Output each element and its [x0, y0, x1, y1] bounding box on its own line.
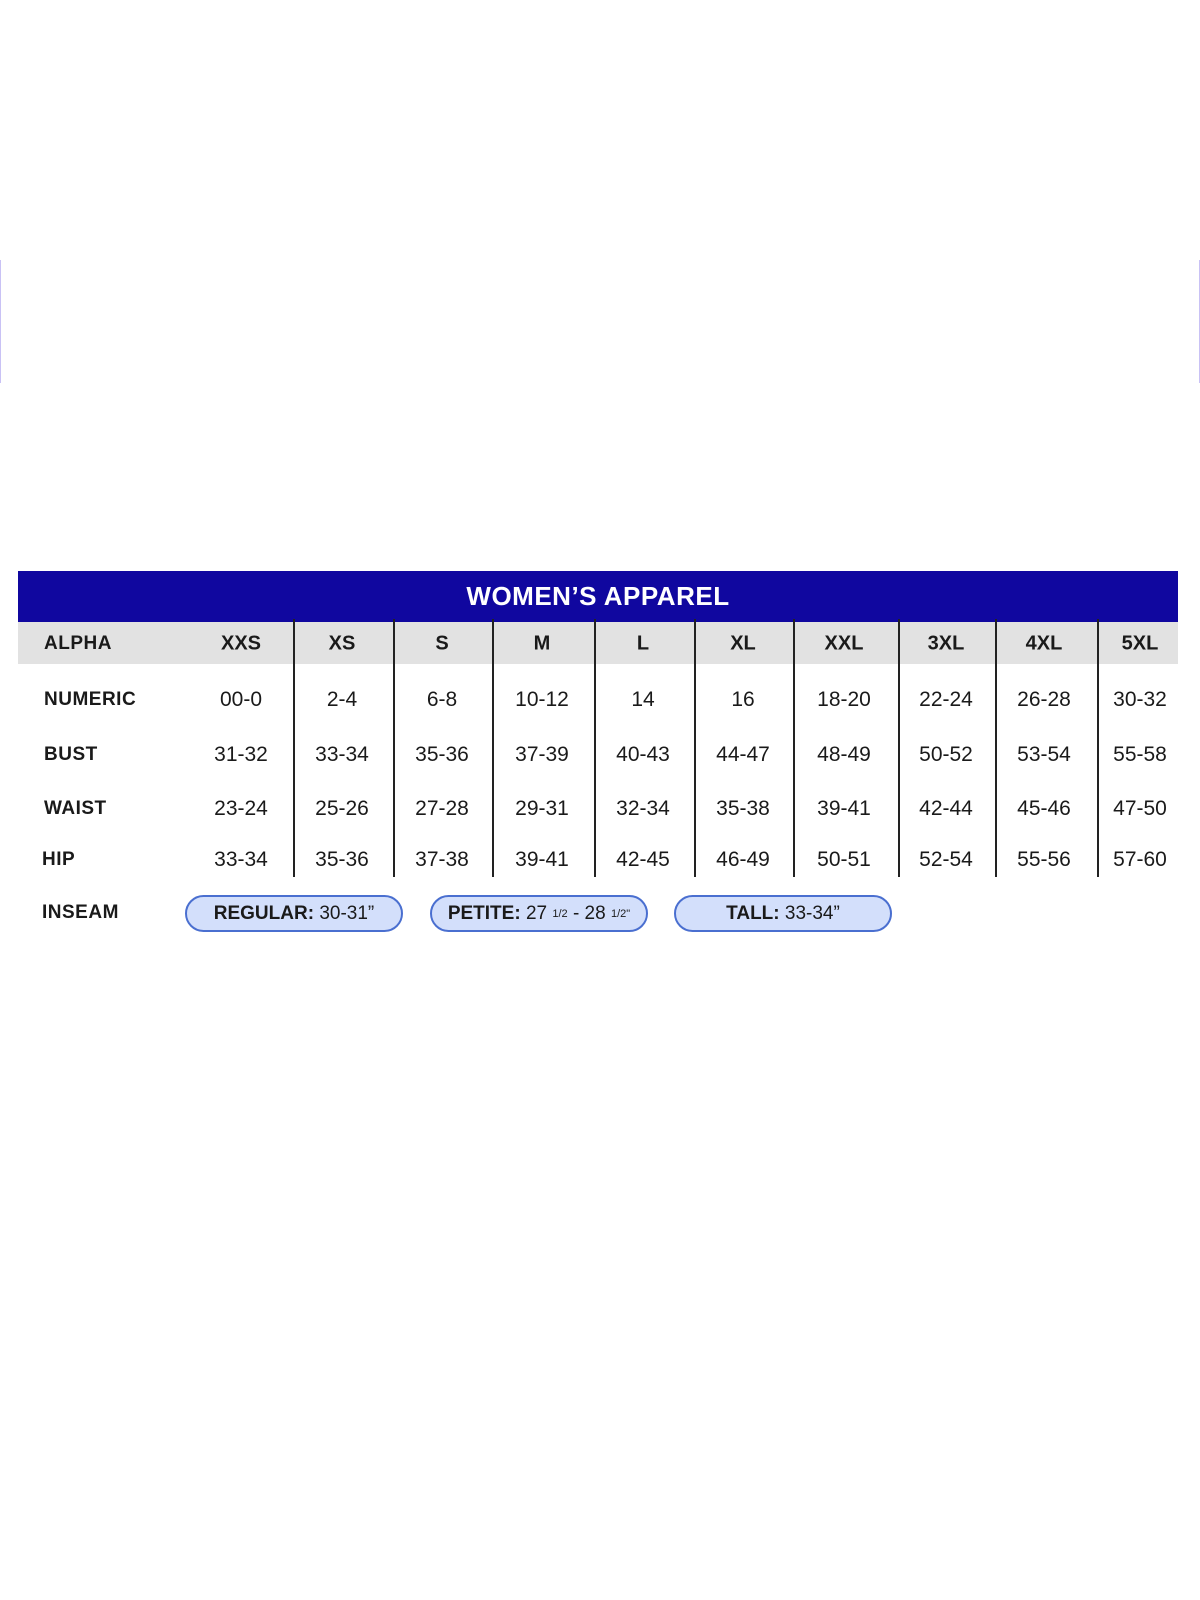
- table-cell: 37-39: [515, 743, 569, 766]
- chart-title-bar: WOMEN’S APPAREL: [18, 571, 1178, 622]
- table-cell: 33-34: [315, 743, 369, 766]
- table-cell: 46-49: [716, 848, 770, 871]
- table-cell: 16: [731, 688, 755, 711]
- inseam-tall-pill: TALL: 33-34”: [674, 895, 892, 932]
- petite-b: 28: [584, 902, 606, 924]
- table-cell: 27-28: [415, 797, 469, 820]
- size-header-cell: 4XL: [1025, 632, 1063, 655]
- table-cell: 31-32: [214, 743, 268, 766]
- table-cell: 25-26: [315, 797, 369, 820]
- size-header-cell: 3XL: [927, 632, 965, 655]
- table-cell: 39-41: [515, 848, 569, 871]
- row-label: ALPHA: [44, 633, 112, 654]
- petite-a-frac: 1/2: [552, 907, 568, 920]
- row-label: WAIST: [44, 798, 107, 819]
- table-cell: 44-47: [716, 743, 770, 766]
- table-cell: 33-34: [214, 848, 268, 871]
- column-divider: [492, 619, 494, 877]
- row-label: NUMERIC: [44, 689, 137, 710]
- table-cell: 50-51: [817, 848, 871, 871]
- table-cell: 30-32: [1113, 688, 1167, 711]
- tall-name: TALL:: [726, 902, 780, 924]
- table-cell: 23-24: [214, 797, 268, 820]
- table-cell: 22-24: [919, 688, 973, 711]
- tall-value: 33-34”: [784, 902, 840, 924]
- petite-dash: -: [572, 902, 580, 924]
- column-divider: [393, 619, 395, 877]
- table-cell: 37-38: [415, 848, 469, 871]
- column-divider: [1097, 619, 1099, 877]
- left-edge-line: [0, 260, 1, 383]
- petite-b-frac: 1/2": [610, 907, 631, 920]
- table-cell: 40-43: [616, 743, 670, 766]
- table-cell: 00-0: [219, 688, 263, 711]
- table-cell: 39-41: [817, 797, 871, 820]
- column-divider: [293, 619, 295, 877]
- table-cell: 35-38: [716, 797, 770, 820]
- chart-title: WOMEN’S APPAREL: [466, 581, 730, 611]
- table-cell: 55-56: [1017, 848, 1071, 871]
- table-cell: 35-36: [315, 848, 369, 871]
- size-header-cell: XS: [328, 632, 356, 655]
- table-cell: 42-45: [616, 848, 670, 871]
- size-header-cell: XXS: [220, 632, 262, 655]
- table-cell: 10-12: [515, 688, 569, 711]
- alpha-row-band: [18, 622, 1178, 664]
- table-cell: 2-4: [326, 688, 358, 711]
- table-cell: 48-49: [817, 743, 871, 766]
- petite-a: 27: [525, 902, 548, 924]
- table-cell: 6-8: [426, 688, 458, 711]
- inseam-label: INSEAM: [42, 902, 119, 923]
- column-divider: [995, 619, 997, 877]
- column-divider: [694, 619, 696, 877]
- table-cell: 35-36: [415, 743, 469, 766]
- table-cell: 50-52: [919, 743, 973, 766]
- regular-name: REGULAR:: [213, 902, 315, 924]
- petite-name: PETITE:: [447, 902, 521, 924]
- row-label: HIP: [42, 849, 76, 870]
- table-cell: 18-20: [817, 688, 871, 711]
- table-cell: 53-54: [1017, 743, 1071, 766]
- regular-value: 30-31”: [319, 902, 375, 924]
- column-divider: [793, 619, 795, 877]
- size-header-cell: S: [435, 632, 449, 655]
- inseam-regular-pill: REGULAR: 30-31”: [185, 895, 403, 932]
- table-cell: 14: [631, 688, 655, 711]
- inseam-petite-pill: PETITE: 27 1/2 - 28 1/2": [430, 895, 648, 932]
- size-header-cell: XL: [730, 632, 756, 655]
- table-cell: 57-60: [1113, 848, 1167, 871]
- table-cell: 32-34: [616, 797, 670, 820]
- size-header-cell: M: [533, 632, 551, 655]
- table-cell: 45-46: [1017, 797, 1071, 820]
- table-cell: 42-44: [919, 797, 973, 820]
- column-divider: [594, 619, 596, 877]
- size-header-cell: 5XL: [1121, 632, 1159, 655]
- size-header-cell: XXL: [824, 632, 864, 655]
- table-cell: 26-28: [1017, 688, 1071, 711]
- size-header-cell: L: [636, 632, 650, 655]
- row-label: BUST: [44, 744, 98, 765]
- table-cell: 52-54: [919, 848, 973, 871]
- table-cell: 55-58: [1113, 743, 1167, 766]
- table-cell: 47-50: [1113, 797, 1167, 820]
- table-cell: 29-31: [515, 797, 569, 820]
- column-divider: [898, 619, 900, 877]
